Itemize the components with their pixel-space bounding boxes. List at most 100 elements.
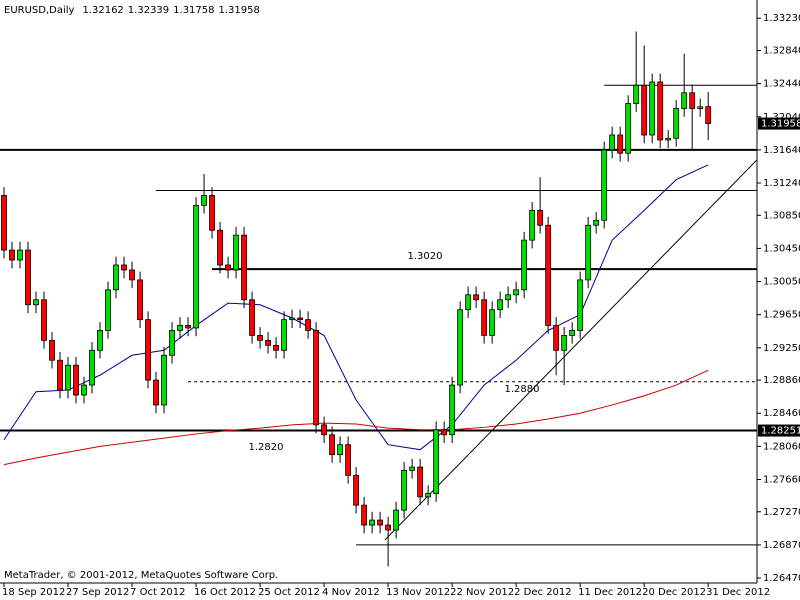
candle-body: [145, 319, 151, 381]
y-tick-label: 1.32040: [763, 112, 800, 123]
candle-body: [73, 364, 79, 396]
candle-body: [457, 309, 464, 386]
candle-body: [425, 493, 432, 498]
footer: MetaTrader, © 2001-2012, MetaQuotes Soft…: [4, 570, 278, 581]
candle-body: [417, 466, 424, 498]
candle-body: [153, 379, 159, 406]
candle-body: [449, 384, 456, 436]
x-tick-label: 25 Oct 2012: [258, 587, 320, 598]
candle-body: [481, 299, 488, 336]
candle-body: [441, 429, 448, 436]
y-tick-label: 1.30050: [763, 277, 800, 288]
candle-body: [657, 81, 664, 141]
candle-body: [601, 149, 608, 221]
candle-body: [593, 219, 600, 226]
price-tag-label: 1.28251: [761, 426, 800, 437]
y-tick-label: 1.26870: [763, 540, 800, 551]
x-tick-label: 11 Dec 2012: [578, 587, 642, 598]
candle-body: [505, 294, 512, 301]
candle-body: [225, 264, 231, 271]
y-tick-label: 1.28060: [763, 441, 800, 452]
annotation: 1.2880: [505, 384, 540, 395]
x-tick-label: 2 Dec 2012: [514, 587, 572, 598]
candle-body: [345, 444, 351, 476]
candle-body: [641, 84, 648, 136]
candle-body: [105, 289, 111, 331]
candle-body: [273, 344, 279, 351]
candle-body: [121, 264, 127, 271]
candle-body: [33, 299, 39, 306]
candle-body: [137, 279, 143, 321]
candle-body: [217, 229, 223, 266]
candle-body: [281, 319, 287, 351]
candle-body: [329, 434, 335, 456]
candle-body: [689, 92, 696, 109]
y-tick-label: 1.30850: [763, 210, 800, 221]
candle-body: [57, 359, 63, 391]
candle-body: [561, 334, 568, 351]
candle-body: [289, 317, 295, 321]
x-tick-label: 31 Dec 2012: [706, 587, 770, 598]
candle-body: [553, 325, 560, 351]
candle-body: [249, 299, 255, 336]
x-tick-label: 18 Sep 2012: [2, 587, 65, 598]
candle-body: [393, 509, 400, 531]
candle-body: [177, 325, 183, 331]
candle-body: [537, 209, 544, 226]
candle-body: [369, 519, 375, 526]
candle-body: [41, 299, 47, 341]
y-tick-label: 1.27270: [763, 507, 800, 518]
candle-body: [513, 289, 520, 296]
price-tag: [758, 424, 800, 437]
candle-body: [1, 195, 7, 251]
chart-title: EURUSD,Daily: [4, 5, 75, 16]
candle-body: [209, 195, 215, 231]
y-tick-label: 1.27660: [763, 474, 800, 485]
candle-body: [617, 134, 624, 154]
candle-body: [609, 134, 616, 151]
candle-body: [241, 234, 247, 301]
header-low: 1.31758: [173, 5, 214, 16]
annotation: 1.3020: [408, 251, 443, 262]
x-tick-label: 13 Nov 2012: [386, 587, 450, 598]
candle-body: [9, 249, 15, 261]
candle-body: [697, 106, 704, 109]
candle-body: [129, 269, 135, 281]
candle-body: [545, 224, 552, 326]
y-tick-label: 1.28860: [763, 375, 800, 386]
candle-body: [265, 339, 271, 346]
x-tick-label: 16 Oct 2012: [194, 587, 256, 598]
candle-body: [313, 330, 319, 426]
candle-body: [361, 504, 367, 526]
candle-body: [585, 224, 592, 281]
candle-body: [305, 319, 311, 331]
y-tick-label: 1.28460: [763, 408, 800, 419]
candle-body: [489, 309, 496, 336]
x-tick-label: 20 Dec 2012: [642, 587, 706, 598]
header-close: 1.31958: [219, 5, 260, 16]
candle-body: [161, 354, 167, 406]
y-tick-label: 1.33230: [763, 13, 800, 24]
x-tick-label: 4 Nov 2012: [322, 587, 380, 598]
price-tag-label: 1.31958: [761, 119, 800, 130]
candle-body: [569, 330, 576, 336]
x-tick-label: 22 Nov 2012: [450, 587, 514, 598]
candle-body: [577, 279, 584, 331]
candle-body: [705, 106, 712, 124]
chart-header: EURUSD,Daily 1.32162 1.32339 1.31758 1.31958: [4, 5, 260, 16]
candle-body: [337, 444, 343, 456]
candle-body: [625, 103, 632, 154]
y-tick-label: 1.31640: [763, 145, 800, 156]
y-tick-label: 1.29650: [763, 310, 800, 321]
x-tick-label: 7 Oct 2012: [130, 587, 185, 598]
header-open: 1.32162: [82, 5, 123, 16]
candle-body: [25, 249, 31, 306]
y-tick-label: 1.31240: [763, 178, 800, 189]
price-tag: [758, 117, 800, 130]
candle-body: [233, 234, 239, 271]
candle-body: [113, 264, 119, 291]
candle-body: [497, 299, 504, 311]
